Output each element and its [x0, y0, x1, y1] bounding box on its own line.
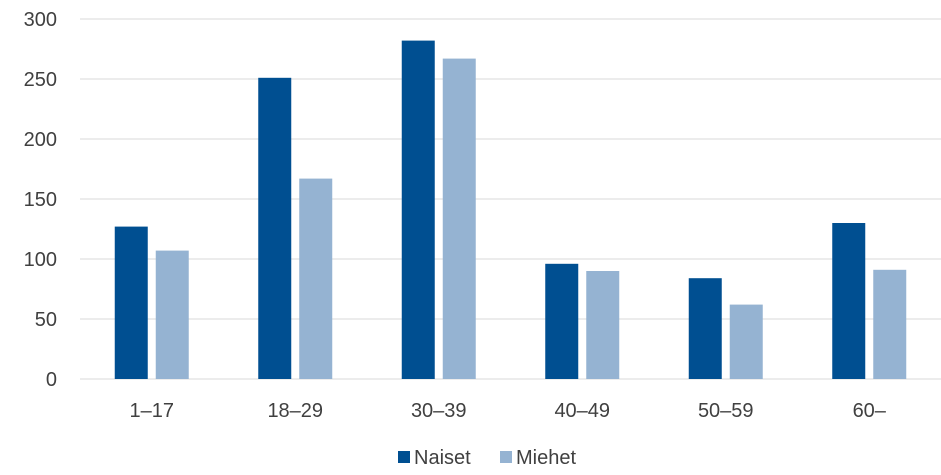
y-tick-label: 0: [46, 369, 57, 391]
legend-label-naiset: Naiset: [414, 447, 471, 469]
x-tick-label: 60–: [853, 400, 887, 422]
x-tick-label: 30–39: [411, 400, 467, 422]
y-tick-label: 300: [24, 9, 57, 31]
bar-miehet-1: [299, 178, 333, 379]
y-tick-label: 250: [24, 69, 57, 91]
x-tick-label: 18–29: [267, 400, 323, 422]
y-axis-ticks: 0 50 100 150 200 250 300: [24, 9, 57, 391]
x-tick-label: 40–49: [554, 400, 610, 422]
bar-naiset-0: [114, 226, 148, 379]
bar-miehet-0: [155, 250, 189, 379]
legend-label-miehet: Miehet: [516, 447, 576, 469]
bar-naiset-3: [545, 263, 579, 379]
bar-naiset-2: [401, 40, 435, 379]
y-tick-label: 200: [24, 129, 57, 151]
y-tick-label: 100: [24, 249, 57, 271]
bar-naiset-5: [832, 223, 866, 379]
bar-miehet-5: [873, 269, 907, 379]
y-tick-label: 50: [35, 309, 57, 331]
y-tick-label: 150: [24, 189, 57, 211]
x-tick-label: 1–17: [130, 400, 175, 422]
legend-swatch-miehet: [500, 451, 512, 463]
legend: Naiset Miehet: [398, 447, 576, 469]
gridlines: [80, 18, 941, 380]
bar-miehet-2: [442, 58, 476, 379]
x-tick-label: 50–59: [698, 400, 754, 422]
bars: [114, 40, 907, 380]
legend-swatch-naiset: [398, 451, 410, 463]
bar-naiset-1: [258, 77, 292, 380]
bar-miehet-3: [586, 271, 620, 379]
x-axis-ticks: 1–17 18–29 30–39 40–49 50–59 60–: [130, 400, 887, 422]
bar-miehet-4: [729, 304, 763, 379]
bar-naiset-4: [688, 278, 722, 379]
